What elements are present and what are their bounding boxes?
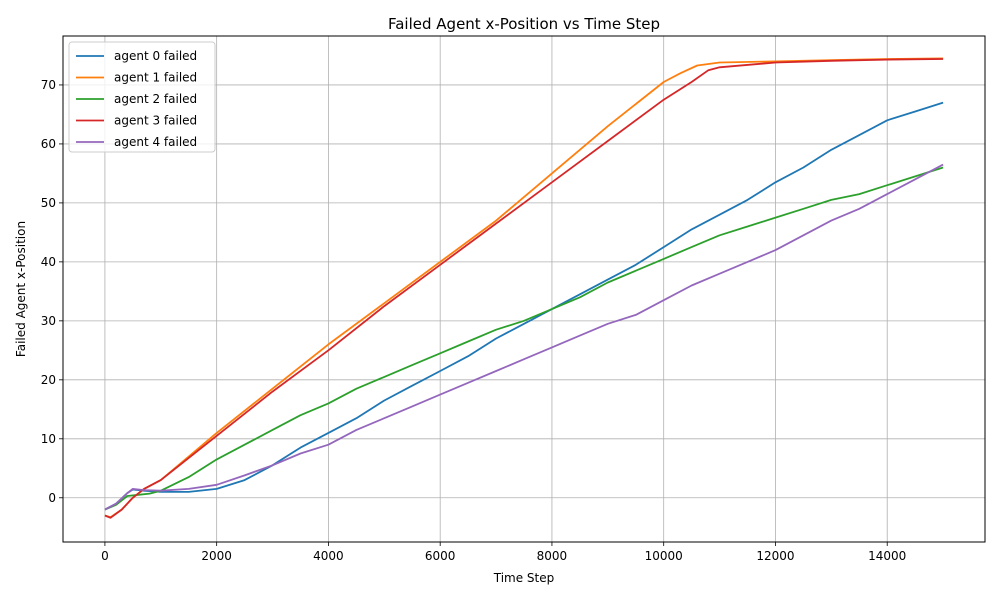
series-line-agent-3 xyxy=(104,58,944,519)
x-tick-label: 8000 xyxy=(537,549,568,563)
legend-label-agent-2: agent 2 failed xyxy=(114,92,197,106)
series-line-agent-2 xyxy=(104,166,944,511)
y-axis-label: Failed Agent x-Position xyxy=(14,221,28,357)
y-tick-label: 0 xyxy=(48,491,56,505)
x-tick-label: 6000 xyxy=(425,549,456,563)
x-axis-label: Time Step xyxy=(493,571,555,585)
x-tick-label: 10000 xyxy=(645,549,683,563)
legend-label-agent-0: agent 0 failed xyxy=(114,49,197,63)
y-tick-label: 10 xyxy=(41,432,56,446)
legend-label-agent-1: agent 1 failed xyxy=(114,71,197,85)
x-ticks: 0 2000 4000 6000 8000 10000 12000 14000 xyxy=(101,542,906,563)
series-lines xyxy=(104,57,944,519)
y-ticks: 0 10 20 30 40 50 60 70 xyxy=(41,78,63,505)
y-tick-label: 20 xyxy=(41,373,56,387)
x-tick-label: 2000 xyxy=(201,549,232,563)
y-tick-label: 70 xyxy=(41,78,56,92)
y-tick-label: 60 xyxy=(41,137,56,151)
y-tick-label: 30 xyxy=(41,314,56,328)
x-tick-label: 12000 xyxy=(756,549,794,563)
legend-label-agent-4: agent 4 failed xyxy=(114,135,197,149)
plot-area: 0 2000 4000 6000 8000 10000 12000 14000 0 10 20 30… xyxy=(41,35,986,563)
series-line-agent-4 xyxy=(104,163,944,511)
chart-title: Failed Agent x-Position vs Time Step xyxy=(388,15,660,33)
series-line-agent-0 xyxy=(104,101,944,511)
x-tick-label: 14000 xyxy=(868,549,906,563)
axes-frame xyxy=(62,35,986,543)
legend-label-agent-3: agent 3 failed xyxy=(114,114,197,128)
legend: agent 0 failed agent 1 failed agent 2 fail… xyxy=(68,41,216,153)
y-tick-label: 40 xyxy=(41,255,56,269)
y-tick-label: 50 xyxy=(41,196,56,210)
x-tick-label: 0 xyxy=(101,549,109,563)
x-tick-label: 4000 xyxy=(313,549,344,563)
legend-box xyxy=(68,41,216,153)
